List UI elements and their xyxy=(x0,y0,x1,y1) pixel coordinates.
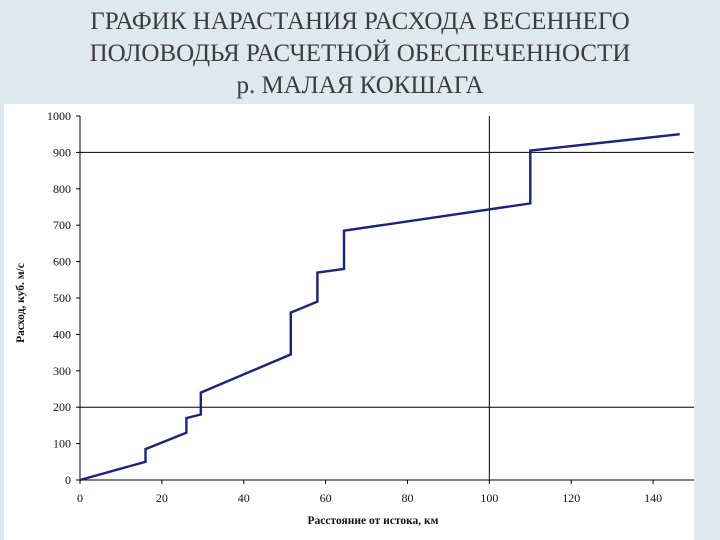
discharge-growth-chart: 0 20 40 60 80 100 120 140 0 100 200 300 400 500 600 70… xyxy=(15,109,694,527)
y-tick-label-400: 400 xyxy=(53,327,71,341)
x-tick-label-140: 140 xyxy=(644,491,662,505)
series xyxy=(79,133,680,482)
y-axis-label: Расход, куб. м/с xyxy=(15,263,27,343)
y-tick-label-900: 900 xyxy=(53,145,71,159)
y-tick-label-0: 0 xyxy=(65,473,71,487)
x-tick-labels: 0 20 40 60 80 100 120 140 xyxy=(77,480,662,505)
x-tick-label-80: 80 xyxy=(401,491,413,505)
y-tick-label-500: 500 xyxy=(53,291,71,305)
x-tick-label-0: 0 xyxy=(77,491,83,505)
chart-panel: 0 20 40 60 80 100 120 140 0 100 200 300 400 500 600 70… xyxy=(4,104,694,540)
title-line-1: ГРАФИК НАРАСТАНИЯ РАСХОДА ВЕСЕННЕГО xyxy=(90,8,630,35)
y-tick-label-700: 700 xyxy=(53,218,71,232)
title-line-3: р. МАЛАЯ КОКШАГА xyxy=(236,72,484,99)
y-tick-label-200: 200 xyxy=(53,400,71,414)
x-axis-label: Расстояние от истока, км xyxy=(308,515,439,527)
slide-title: ГРАФИК НАРАСТАНИЯ РАСХОДА ВЕСЕННЕГО ПОЛО… xyxy=(0,6,720,102)
y-tick-label-100: 100 xyxy=(53,437,71,451)
grid-lines xyxy=(80,116,694,480)
series-line-0 xyxy=(79,133,680,482)
axes xyxy=(79,116,694,481)
y-tick-label-600: 600 xyxy=(53,255,71,269)
x-tick-label-20: 20 xyxy=(156,491,168,505)
y-tick-label-800: 800 xyxy=(53,182,71,196)
x-tick-label-60: 60 xyxy=(320,491,332,505)
x-tick-label-100: 100 xyxy=(480,491,498,505)
x-tick-label-40: 40 xyxy=(238,491,250,505)
y-tick-label-300: 300 xyxy=(53,364,71,378)
y-tick-label-1000: 1000 xyxy=(47,109,71,123)
y-tick-labels: 0 100 200 300 400 500 600 700 800 900 1000 xyxy=(47,109,80,487)
title-line-2: ПОЛОВОДЬЯ РАСЧЕТНОЙ ОБЕСПЕЧЕННОСТИ xyxy=(89,40,631,67)
x-tick-label-120: 120 xyxy=(562,491,580,505)
